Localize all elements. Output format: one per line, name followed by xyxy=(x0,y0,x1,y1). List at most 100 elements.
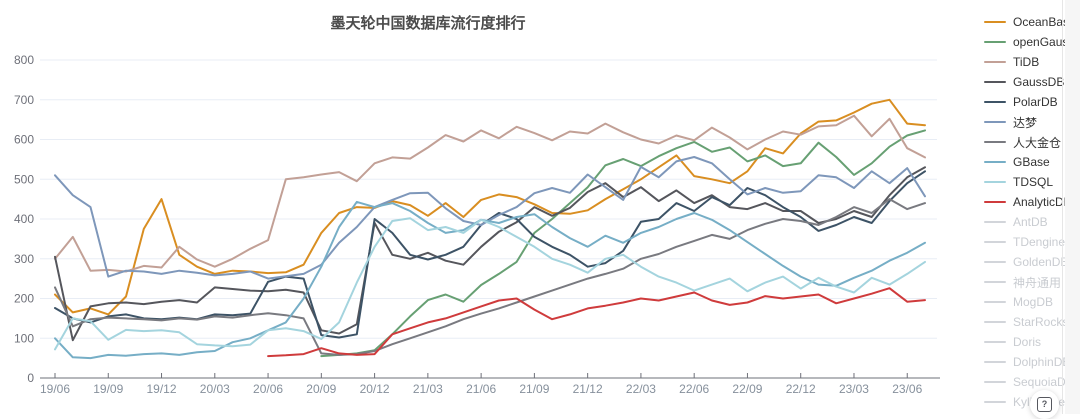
x-axis-label: 20/12 xyxy=(360,382,390,396)
legend-line-icon xyxy=(984,361,1006,363)
legend-label: AnalyticDB xyxy=(1013,195,1072,209)
legend-label: TDSQL xyxy=(1013,175,1054,189)
help-button[interactable]: ? xyxy=(1030,390,1059,419)
x-axis-label: 20/03 xyxy=(200,382,230,396)
legend-label: GoldenDB xyxy=(1013,255,1069,269)
y-axis-label: 400 xyxy=(14,212,34,226)
legend-item-MogDB[interactable]: MogDB xyxy=(984,292,1080,312)
panel-divider xyxy=(1062,0,1063,414)
scrollbar-track[interactable] xyxy=(1065,0,1080,414)
question-mark-icon: ? xyxy=(1037,397,1052,412)
legend-item-达梦[interactable]: 达梦 xyxy=(984,112,1080,132)
series-line-openGauss xyxy=(320,129,926,358)
y-axis-label: 200 xyxy=(14,292,34,306)
legend-item-AntDB[interactable]: AntDB xyxy=(984,212,1080,232)
legend-line-icon xyxy=(984,301,1006,303)
legend-line-icon xyxy=(984,281,1006,283)
legend-label: OceanBase xyxy=(1013,15,1076,29)
legend-label: 神舟通用 xyxy=(1013,275,1062,290)
legend-label: AntDB xyxy=(1013,215,1048,229)
legend-label: 人大金仓 xyxy=(1013,135,1062,150)
legend-label: TDengine xyxy=(1013,235,1066,249)
legend-line-icon xyxy=(984,181,1006,183)
legend-label: TiDB xyxy=(1013,55,1040,69)
y-axis-label: 300 xyxy=(14,252,34,266)
x-axis-label: 23/06 xyxy=(892,382,922,396)
legend-line-icon xyxy=(984,61,1006,63)
legend-item-TDSQL[interactable]: TDSQL xyxy=(984,172,1080,192)
series-line-AnalyticDB xyxy=(267,287,926,358)
legend-item-Doris[interactable]: Doris xyxy=(984,332,1080,352)
popularity-chart: 墨天轮中国数据库流行度排行 0 100 200 300 400 500 600 700 800 1… xyxy=(14,15,940,396)
legend-item-OceanBase[interactable]: OceanBase xyxy=(984,12,1080,32)
series-line-人大金仓 xyxy=(54,198,926,356)
legend-item-PolarDB[interactable]: PolarDB xyxy=(984,92,1080,112)
y-axis-label: 700 xyxy=(14,93,34,107)
legend-line-icon xyxy=(984,201,1006,203)
legend-line-icon xyxy=(984,401,1006,403)
y-axis-label: 600 xyxy=(14,133,34,147)
legend-label: PolarDB xyxy=(1013,95,1058,109)
legend-label: 达梦 xyxy=(1013,115,1038,130)
x-axis-label: 21/12 xyxy=(573,382,603,396)
y-axis-label: 100 xyxy=(14,331,34,345)
x-axis-label: 22/06 xyxy=(679,382,709,396)
legend-item-openGauss[interactable]: openGauss xyxy=(984,32,1080,52)
legend-item-GBase[interactable]: GBase xyxy=(984,152,1080,172)
legend-line-icon xyxy=(984,121,1006,123)
legend-item-神舟通用[interactable]: 神舟通用 xyxy=(984,272,1080,292)
legend-label: DolphinDB xyxy=(1013,355,1071,369)
legend-line-icon xyxy=(984,221,1006,223)
x-axis-label: 19/12 xyxy=(147,382,177,396)
series-line-TDSQL xyxy=(54,217,926,351)
legend-label: GBase xyxy=(1013,155,1050,169)
series-line-GBase xyxy=(54,200,926,360)
x-axis-label: 20/06 xyxy=(253,382,283,396)
legend-line-icon xyxy=(984,141,1006,143)
legend-item-SequoiaDB[interactable]: SequoiaDB xyxy=(984,372,1080,392)
x-axis-label: 21/03 xyxy=(413,382,443,396)
line-plot-canvas: 0 100 200 300 400 500 600 700 800 19/06 19/09 19/12… xyxy=(14,53,940,396)
legend-line-icon xyxy=(984,381,1006,383)
legend-item-人大金仓[interactable]: 人大金仓 xyxy=(984,132,1080,152)
series-line-OceanBase xyxy=(54,98,926,316)
chart-title: 墨天轮中国数据库流行度排行 xyxy=(330,15,526,32)
x-axis-label: 19/09 xyxy=(93,382,123,396)
legend-line-icon xyxy=(984,21,1006,23)
y-axis-label: 500 xyxy=(14,172,34,186)
legend-line-icon xyxy=(984,341,1006,343)
x-axis-label: 23/03 xyxy=(839,382,869,396)
y-axis-label: 0 xyxy=(27,371,34,385)
legend-item-StarRocks[interactable]: StarRocks xyxy=(984,312,1080,332)
series-line-达梦 xyxy=(54,156,926,280)
legend-line-icon xyxy=(984,241,1006,243)
legend-item-AnalyticDB[interactable]: AnalyticDB xyxy=(984,192,1080,212)
legend-item-GaussDB[interactable]: GaussDB xyxy=(984,72,1080,92)
legend-line-icon xyxy=(984,321,1006,323)
legend-label: Doris xyxy=(1013,335,1042,349)
series-line-GaussDB xyxy=(54,166,926,342)
legend-label: StarRocks xyxy=(1013,315,1069,329)
legend-label: MogDB xyxy=(1013,295,1054,309)
legend-line-icon xyxy=(984,261,1006,263)
legend-label: openGauss xyxy=(1013,35,1075,49)
x-axis-label: 22/03 xyxy=(626,382,656,396)
legend-item-TDengine[interactable]: TDengine xyxy=(984,232,1080,252)
legend-line-icon xyxy=(984,161,1006,163)
x-axis-label: 22/09 xyxy=(732,382,762,396)
x-axis-label: 20/09 xyxy=(306,382,336,396)
legend-item-TiDB[interactable]: TiDB xyxy=(984,52,1080,72)
legend-line-icon xyxy=(984,81,1006,83)
legend-item-GoldenDB[interactable]: GoldenDB xyxy=(984,252,1080,272)
legend-label: SequoiaDB xyxy=(1013,375,1074,389)
legend-line-icon xyxy=(984,41,1006,43)
x-axis-label: 21/09 xyxy=(519,382,549,396)
x-axis-label: 19/06 xyxy=(40,382,70,396)
y-axis-label: 800 xyxy=(14,53,34,67)
legend-line-icon xyxy=(984,101,1006,103)
series-line-TiDB xyxy=(54,114,926,273)
legend-item-DolphinDB[interactable]: DolphinDB xyxy=(984,352,1080,372)
x-axis-label: 21/06 xyxy=(466,382,496,396)
x-axis-label: 22/12 xyxy=(786,382,816,396)
legend-label: GaussDB xyxy=(1013,75,1065,89)
